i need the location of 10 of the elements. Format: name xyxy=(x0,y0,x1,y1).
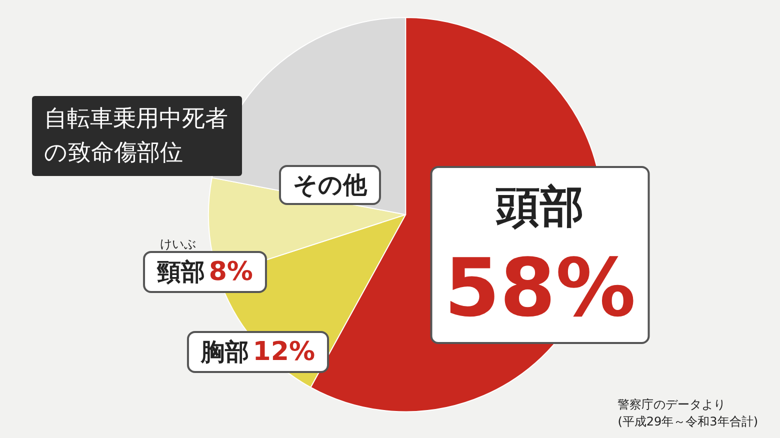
slice-label: その他 xyxy=(293,171,368,199)
data-label: 12% xyxy=(252,337,316,367)
slice-label: 頭部 xyxy=(495,182,584,232)
slice-label: 胸部 xyxy=(200,338,249,366)
text: 警察庁のデータより (平成29年～令和3年合計) xyxy=(618,398,758,428)
slice-label: 頸部 xyxy=(156,258,206,286)
text: けいぶ xyxy=(160,237,196,251)
text: 自転車乗用中死者の致命傷部位 xyxy=(44,106,228,166)
data-label: 8% xyxy=(208,257,253,287)
data-label: 58% xyxy=(444,242,636,334)
